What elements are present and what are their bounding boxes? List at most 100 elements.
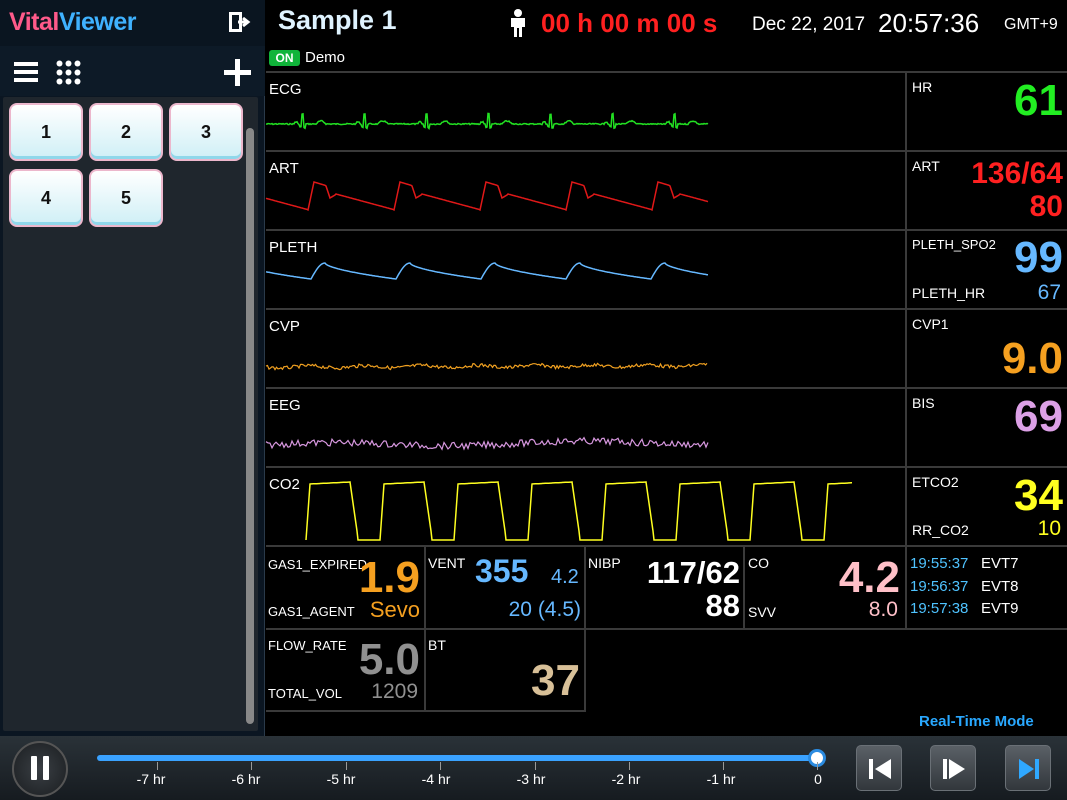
pause-icon[interactable] (30, 756, 50, 780)
timeline-tick-label: -7 hr (136, 771, 166, 787)
wave-label-co2: CO2 (269, 476, 300, 493)
sidebar-scrollbar[interactable] (246, 128, 254, 724)
timeline-tick-label: -5 hr (326, 771, 356, 787)
etco2-value: 34 (1014, 471, 1063, 520)
pause-button[interactable] (12, 741, 68, 797)
logo-bar (0, 0, 265, 46)
status-badge: ON (269, 50, 300, 66)
divider (266, 710, 586, 712)
art-waveform (265, 181, 709, 212)
add-icon[interactable] (224, 59, 251, 86)
hr-value: 61 (1014, 76, 1063, 125)
timeline-tick (817, 762, 818, 770)
wave-label-eeg: EEG (269, 397, 301, 414)
skip-to-end-button[interactable] (1005, 745, 1051, 791)
timeline-track[interactable] (97, 755, 817, 761)
event-time[interactable]: 19:56:37 (910, 578, 969, 595)
divider (266, 308, 1067, 310)
event-time[interactable]: 19:55:37 (910, 555, 969, 572)
flow-rate-label: FLOW_RATE (268, 638, 347, 653)
timeline-tick (251, 762, 252, 770)
pleth-spo2-value: 99 (1014, 233, 1063, 282)
art-mean-value: 80 (1029, 190, 1063, 223)
divider (266, 150, 1067, 152)
nibp-label: NIBP (588, 555, 621, 571)
step-forward-icon (943, 759, 965, 779)
divider (266, 71, 1067, 73)
app-logo: VitalViewer (9, 8, 137, 36)
bis-label: BIS (912, 395, 935, 411)
gas1-agent-label: GAS1_AGENT (268, 604, 355, 619)
hr-label: HR (912, 79, 933, 95)
page-title: Sample 1 (278, 5, 397, 35)
bt-label: BT (428, 637, 446, 653)
eeg-waveform (265, 436, 709, 451)
wave-label-cvp: CVP (269, 318, 300, 335)
rr-co2-label: RR_CO2 (912, 522, 969, 538)
art-label: ART (912, 158, 940, 174)
playback-bar (0, 736, 1067, 800)
co2-waveform (305, 481, 852, 541)
timeline-tick-label: -6 hr (231, 771, 261, 787)
step-back-icon (869, 759, 891, 779)
timeline-tick (346, 762, 347, 770)
etco2-label: ETCO2 (912, 474, 959, 490)
divider (424, 545, 426, 711)
bed-tile[interactable]: 1 (9, 103, 83, 161)
event-name[interactable]: EVT9 (981, 600, 1019, 617)
date-display: Dec 22, 2017 (752, 14, 866, 35)
divider (584, 545, 586, 711)
elapsed-timer: 00 h 00 m 00 s (541, 8, 718, 38)
timeline-tick-label: -3 hr (516, 771, 546, 787)
event-name[interactable]: EVT8 (981, 578, 1019, 595)
svv-label: SVV (748, 604, 777, 620)
total-vol-label: TOTAL_VOL (268, 686, 342, 701)
timeline-tick (629, 762, 630, 770)
mode-label: Demo (305, 49, 346, 66)
clock-display: 20:57:36 (878, 8, 980, 38)
gas1-expired-value: 1.9 (358, 553, 420, 602)
timeline-tick-label: -2 hr (611, 771, 641, 787)
gas1-expired-label: GAS1_EXPIRED (268, 557, 367, 572)
skip-to-end-icon (1019, 759, 1039, 779)
co-value: 4.2 (838, 553, 900, 602)
vent-rate-value: 20 (4.5) (508, 598, 581, 621)
list-view-icon[interactable] (14, 60, 38, 84)
cvp-label: CVP1 (912, 316, 949, 332)
cvp-waveform (265, 362, 708, 371)
vent-secondary-value: 4.2 (551, 566, 579, 588)
vent-label: VENT (428, 555, 466, 571)
divider (266, 545, 1067, 547)
realtime-mode-label: Real-Time Mode (919, 713, 1034, 730)
person-icon (511, 9, 525, 37)
divider (905, 71, 907, 629)
cvp-value: 9.0 (1001, 334, 1063, 383)
flow-rate-value: 5.0 (358, 635, 420, 684)
ecg-waveform (265, 112, 709, 130)
rr-co2-value: 10 (1037, 517, 1061, 540)
divider (266, 229, 1067, 231)
wave-label-ecg: ECG (269, 81, 302, 98)
divider (266, 387, 1067, 389)
event-time[interactable]: 19:57:38 (910, 600, 969, 617)
divider (266, 628, 1067, 630)
exit-icon[interactable] (226, 9, 252, 35)
sidebar-toolbar (0, 46, 265, 96)
grid-view-icon[interactable] (56, 60, 81, 85)
vent-tidal-value: 355 (475, 553, 529, 589)
event-name[interactable]: EVT7 (981, 555, 1019, 572)
timeline-tick-label: -1 hr (706, 771, 736, 787)
timeline-tick (157, 762, 158, 770)
pleth-spo2-label: PLETH_SPO2 (912, 237, 996, 252)
bed-tile[interactable]: 4 (9, 169, 83, 227)
step-forward-button[interactable] (930, 745, 976, 791)
wave-label-pleth: PLETH (269, 239, 318, 256)
bed-tile[interactable]: 2 (89, 103, 163, 161)
nibp-mean-value: 88 (705, 588, 740, 623)
divider (266, 466, 1067, 468)
step-back-button[interactable] (856, 745, 902, 791)
bed-tile[interactable]: 3 (169, 103, 243, 161)
timezone-display: GMT+9 (1004, 16, 1058, 33)
timeline-tick (723, 762, 724, 770)
bed-tile[interactable]: 5 (89, 169, 163, 227)
